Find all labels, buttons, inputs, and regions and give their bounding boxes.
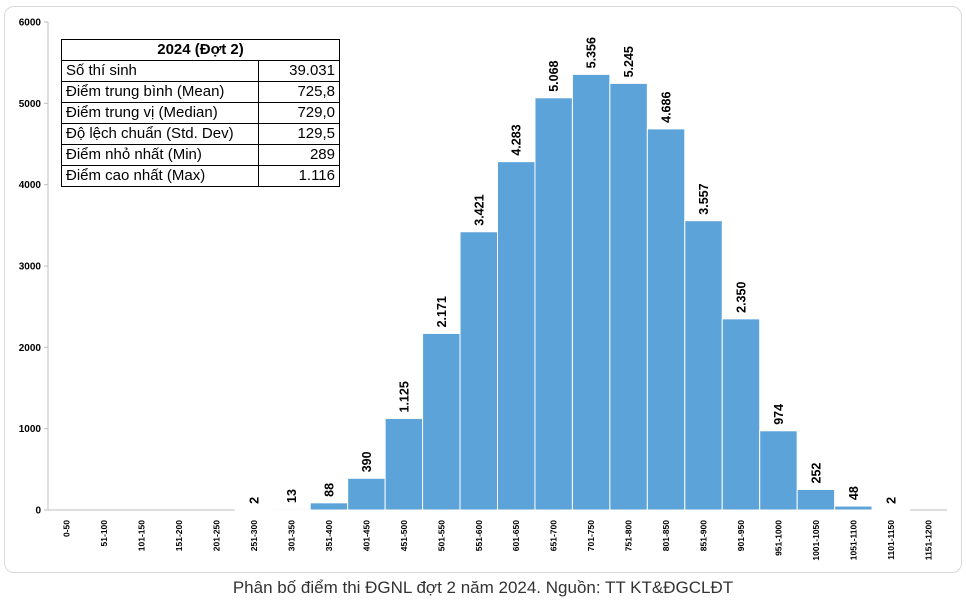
- histogram-bar: [459, 231, 498, 511]
- y-tick-label: 2000: [19, 343, 42, 354]
- stats-value: 289: [258, 144, 340, 166]
- histogram-bar: [309, 502, 349, 511]
- histogram-bar: [871, 508, 911, 511]
- x-tick-label: 351-400: [324, 520, 334, 551]
- stats-table: 2024 (Đợt 2) Số thí sinh 39.031 Điểm tru…: [61, 39, 340, 187]
- stats-value: 729,0: [258, 102, 340, 124]
- y-tick-label: 0: [35, 506, 41, 517]
- x-tick-label: 701-750: [586, 520, 596, 551]
- y-tick-label: 3000: [19, 262, 42, 273]
- bar-data-label: 390: [360, 451, 374, 472]
- histogram-bar: [796, 489, 836, 511]
- x-tick-label: 151-200: [174, 520, 184, 551]
- histogram-bar: [646, 128, 686, 511]
- stats-value: 129,5: [258, 123, 340, 145]
- histogram-chart: 0 1000 2000 3000 4000 5000 6000 0-50 51-100 101-1…: [19, 18, 947, 561]
- histogram-bar: [272, 508, 311, 511]
- x-tick-label: 1101-1150: [886, 520, 896, 560]
- x-tick-label: 451-500: [399, 520, 409, 551]
- stats-label: Độ lệch chuẩn (Std. Dev): [61, 123, 259, 145]
- histogram-bar: [234, 508, 274, 511]
- x-tick-label: 101-150: [137, 520, 147, 551]
- bar-data-label: 4.686: [660, 92, 674, 123]
- x-tick-label: 0-50: [62, 520, 72, 537]
- histogram-bar: [571, 73, 611, 511]
- x-tick-label: 751-800: [624, 520, 634, 551]
- histogram-bar: [497, 161, 536, 511]
- x-tick-label: 801-850: [661, 520, 671, 551]
- stats-label: Điểm cao nhất (Max): [61, 165, 259, 187]
- bar-data-label: 2.171: [435, 296, 449, 327]
- bar-data-label: 48: [847, 486, 861, 500]
- y-tick-label: 6000: [19, 18, 42, 29]
- stats-table-title: 2024 (Đợt 2): [61, 39, 340, 61]
- x-tick-label: 401-450: [361, 520, 371, 551]
- bar-data-label: 3.557: [697, 183, 711, 214]
- stats-row: Độ lệch chuẩn (Std. Dev) 129,5: [61, 123, 340, 145]
- bar-data-label: 4.283: [510, 124, 524, 155]
- stats-value: 725,8: [258, 81, 340, 103]
- stats-value: 39.031: [258, 60, 340, 82]
- stats-row: Điểm trung vị (Median) 729,0: [61, 102, 340, 124]
- x-tick-label: 601-650: [511, 520, 521, 551]
- histogram-bar: [384, 418, 424, 511]
- x-tick-label: 651-700: [549, 520, 559, 551]
- x-tick-label: 301-350: [286, 520, 296, 551]
- bar-data-label: 2.350: [734, 282, 748, 313]
- stats-row: Điểm cao nhất (Max) 1.116: [61, 165, 340, 187]
- histogram-bar: [721, 318, 761, 511]
- stats-row: Điểm trung bình (Mean) 725,8: [61, 81, 340, 103]
- histogram-bar: [422, 332, 461, 511]
- y-tick-label: 5000: [19, 99, 42, 110]
- y-tick-label: 1000: [19, 424, 42, 435]
- x-tick-label: 201-250: [212, 520, 222, 551]
- x-tick-label: 951-1000: [773, 520, 783, 556]
- histogram-bar: [609, 82, 648, 511]
- stats-value: 1.116: [258, 165, 340, 187]
- x-tick-label: 51-100: [99, 520, 109, 547]
- x-tick-label: 551-600: [474, 520, 484, 551]
- bar-data-label: 974: [772, 404, 786, 425]
- x-tick-label: 851-900: [699, 520, 709, 551]
- chart-frame: 0 1000 2000 3000 4000 5000 6000 0-50 51-100 101-1…: [4, 6, 962, 573]
- bar-data-label: 5.068: [547, 60, 561, 91]
- y-tick-label: 4000: [19, 180, 42, 191]
- bar-data-label: 5.356: [585, 37, 599, 68]
- bar-data-label: 13: [285, 489, 299, 503]
- x-tick-label: 251-300: [249, 520, 259, 551]
- stats-label: Số thí sinh: [61, 60, 259, 82]
- x-tick-label: 901-950: [736, 520, 746, 551]
- bar-data-label: 1.125: [397, 381, 411, 412]
- bar-data-label: 88: [322, 483, 336, 497]
- bar-data-label: 2: [884, 497, 898, 504]
- histogram-bar: [534, 97, 573, 511]
- bar-data-label: 3.421: [472, 194, 486, 225]
- histogram-bar: [759, 430, 798, 511]
- stats-label: Điểm trung bình (Mean): [61, 81, 259, 103]
- stats-label: Điểm nhỏ nhất (Min): [61, 144, 259, 166]
- stats-label: Điểm trung vị (Median): [61, 102, 259, 124]
- stats-row: Điểm nhỏ nhất (Min) 289: [61, 144, 340, 166]
- figure-caption: Phân bố điểm thi ĐGNL đợt 2 năm 2024. Ng…: [232, 578, 734, 597]
- bar-data-label: 252: [809, 463, 823, 484]
- stats-row: Số thí sinh 39.031: [61, 60, 340, 82]
- bar-data-label: 2: [248, 497, 262, 504]
- bar-data-label: 5.245: [622, 46, 636, 77]
- x-tick-label: 501-550: [436, 520, 446, 551]
- x-tick-label: 1051-1100: [848, 520, 858, 560]
- x-tick-label: 1151-1200: [923, 520, 933, 560]
- histogram-bar: [347, 477, 386, 511]
- histogram-bar: [684, 220, 723, 511]
- x-tick-label: 1001-1050: [811, 520, 821, 561]
- histogram-bar: [834, 505, 873, 511]
